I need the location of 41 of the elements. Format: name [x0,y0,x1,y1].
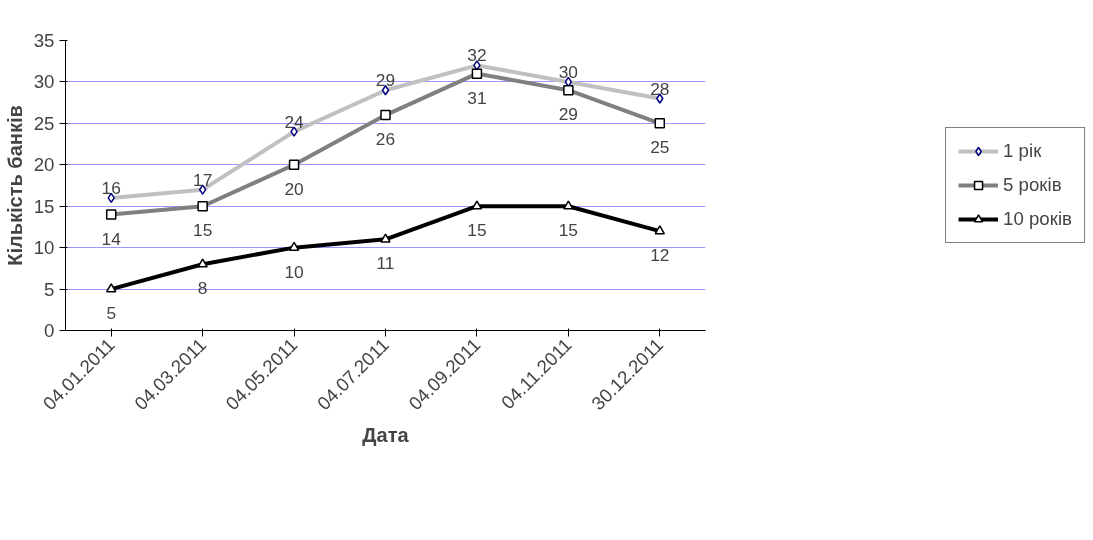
data-label: 10 [284,261,304,282]
data-label: 30 [558,61,578,82]
point [105,283,117,293]
data-label: 20 [284,178,304,199]
data-label: 17 [193,169,213,190]
data-label: 14 [101,228,122,249]
data-label: 29 [558,104,578,125]
y-tick-label: 15 [33,195,55,217]
y-tick-label: 25 [33,112,55,134]
y-tick-label: 20 [33,154,55,176]
y-tick-label: 10 [33,237,55,259]
point [563,200,574,210]
point [380,233,391,243]
data-label: 24 [284,111,305,132]
y-tick-label: 35 [33,30,55,51]
y-tick-label: 30 [33,71,55,93]
legend-label: 5 років [1003,174,1062,196]
data-label: 11 [376,253,395,274]
y-tick-label: 0 [44,320,55,341]
legend-label: 1 рік [1003,140,1042,162]
data-label: 15 [558,220,578,241]
data-label: 28 [650,78,670,99]
data-label: 8 [197,278,208,299]
data-label: 15 [467,220,487,241]
data-label: 31 [467,87,487,108]
x-axis-title: Дата [362,423,410,446]
data-label: 5 [106,303,117,324]
data-label: 15 [193,220,213,241]
data-label: 12 [650,245,670,266]
point [197,258,208,268]
data-label: 32 [467,45,487,66]
data-label: 25 [650,137,670,158]
legend-label: 10 років [1003,208,1072,230]
point [654,225,666,235]
y-tick-label: 5 [44,278,55,300]
data-label: 16 [101,177,121,198]
data-label: 26 [375,129,396,150]
data-label: 29 [375,70,396,91]
point [471,200,483,210]
y-axis-title: Кількість банків [3,105,26,266]
point [288,241,300,251]
